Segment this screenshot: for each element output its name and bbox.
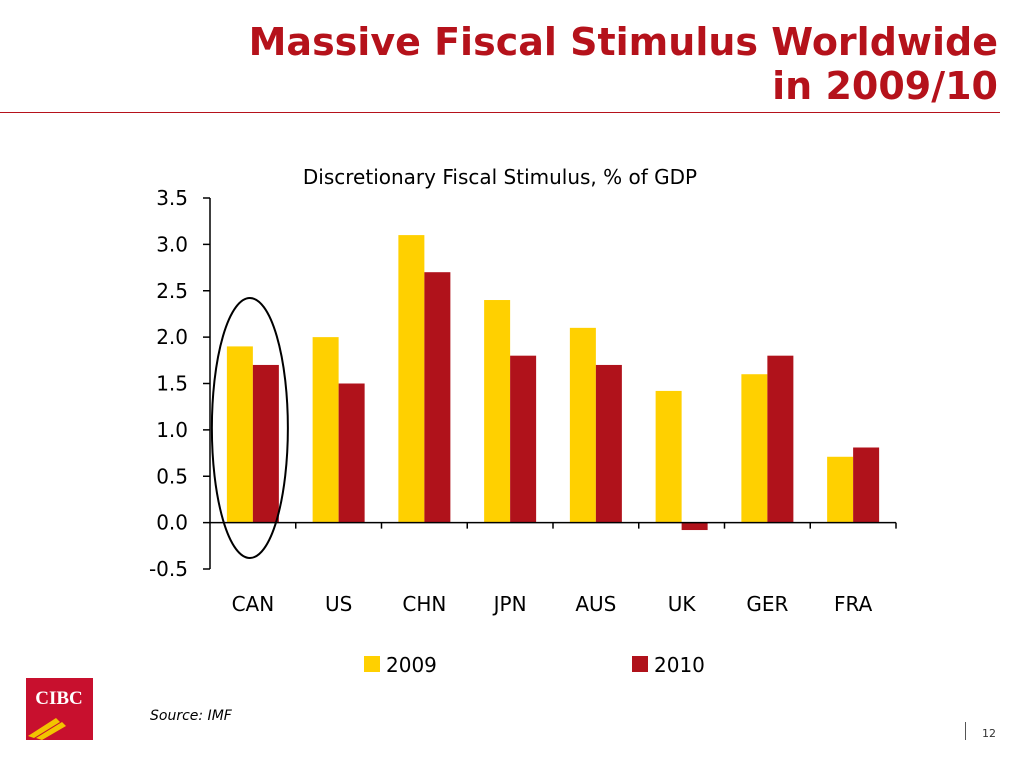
slide-title: Massive Fiscal Stimulus Worldwide in 200… [98, 20, 998, 108]
bar-2009-uk [655, 390, 682, 523]
x-tick-label-fra: FRA [834, 592, 873, 616]
bar-2010-aus [595, 364, 622, 523]
bar-2010-fra [853, 447, 880, 523]
slide-title-line-2: in 2009/10 [772, 64, 998, 108]
x-tick-label-aus: AUS [575, 592, 616, 616]
legend-swatch-2010 [632, 656, 648, 672]
bar-2010-jpn [510, 355, 537, 523]
y-tick-label: 0.0 [156, 511, 188, 535]
logo-text: CIBC [35, 688, 83, 709]
legend-label-2009: 2009 [386, 653, 437, 677]
x-tick-label-us: US [325, 592, 352, 616]
bar-2010-uk [681, 522, 708, 531]
x-tick-label-jpn: JPN [492, 592, 527, 616]
bar-2010-chn [424, 272, 451, 523]
bar-2010-us [338, 383, 365, 523]
y-tick-label: 2.5 [156, 279, 188, 303]
bar-2009-fra [827, 456, 854, 523]
legend-label-2010: 2010 [654, 653, 705, 677]
bar-2009-us [312, 337, 339, 523]
bar-2010-can [252, 364, 279, 523]
bar-2009-jpn [484, 300, 511, 523]
y-tick-label: 1.5 [156, 372, 188, 396]
x-tick-label-can: CAN [232, 592, 275, 616]
y-tick-label: 1.0 [156, 418, 188, 442]
page-number: 12 [982, 727, 996, 740]
cibc-logo: CIBC [26, 678, 93, 740]
x-tick-label-uk: UK [668, 592, 697, 616]
y-tick-label: 2.0 [156, 325, 188, 349]
title-divider [0, 112, 1000, 113]
y-tick-label: 3.5 [156, 186, 188, 210]
chart-title: Discretionary Fiscal Stimulus, % of GDP [303, 165, 697, 189]
bar-2009-chn [398, 235, 425, 523]
bar-2010-ger [767, 355, 794, 523]
x-tick-label-ger: GER [746, 592, 788, 616]
page-separator [965, 722, 966, 740]
y-tick-label: 3.0 [156, 232, 188, 256]
bar-2009-can [226, 346, 253, 523]
x-tick-label-chn: CHN [402, 592, 446, 616]
y-tick-label: 0.5 [156, 464, 188, 488]
bar-2009-aus [569, 327, 596, 523]
legend-swatch-2009 [364, 656, 380, 672]
bar-2009-ger [741, 374, 768, 523]
y-tick-label: -0.5 [149, 557, 188, 581]
source-note: Source: IMF [150, 708, 232, 724]
highlight-ellipse [210, 297, 289, 559]
slide-title-line-1: Massive Fiscal Stimulus Worldwide [248, 20, 998, 64]
